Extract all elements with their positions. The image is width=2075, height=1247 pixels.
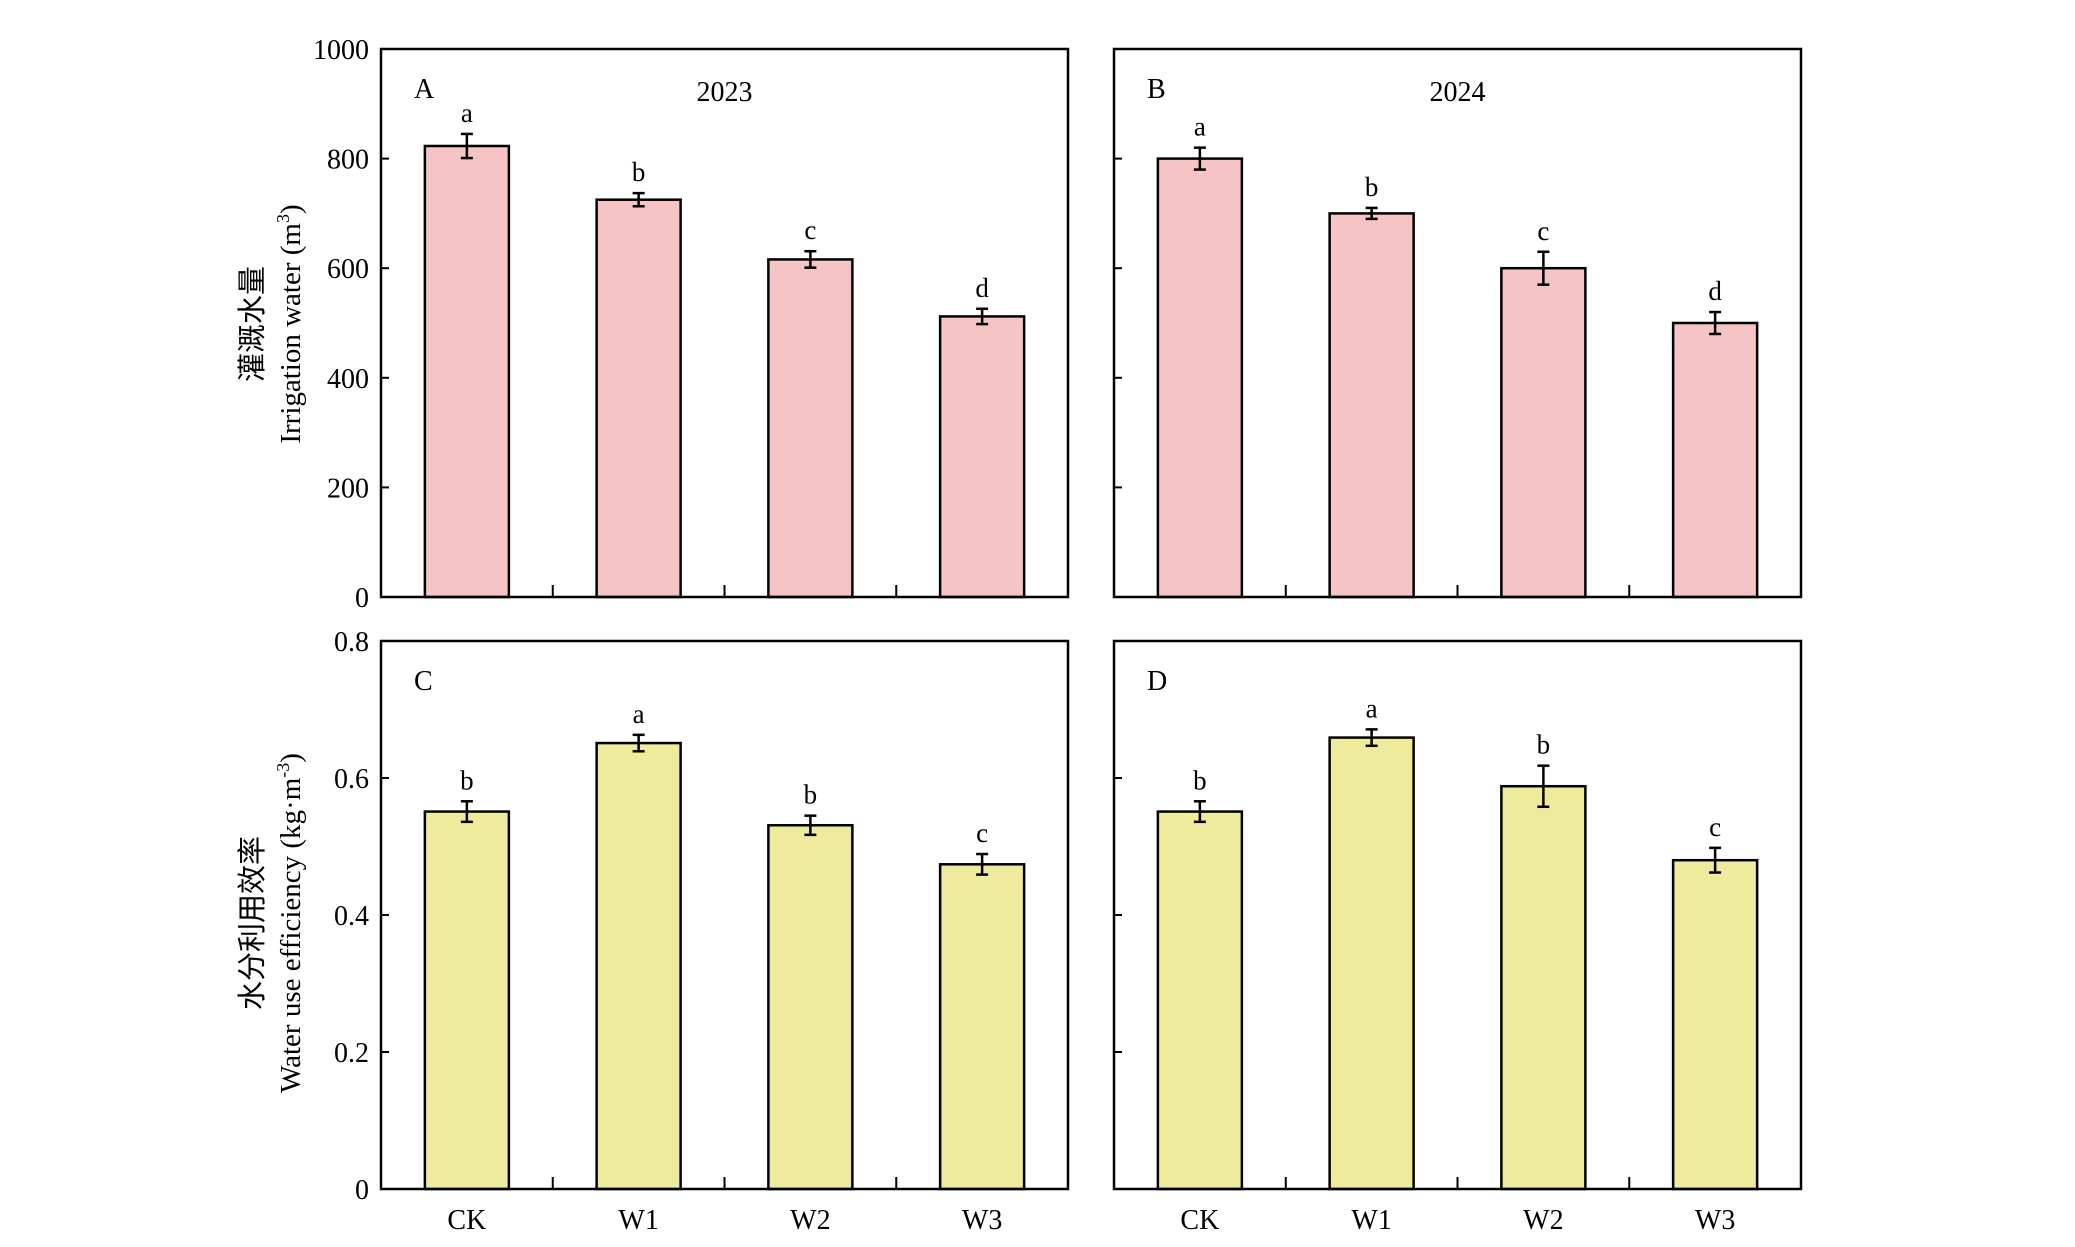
bar-W1 <box>1328 212 1415 599</box>
bar-W2 <box>767 824 854 1191</box>
x-tick-label: W3 <box>1695 1205 1735 1236</box>
x-tick-label: CK <box>1180 1205 1219 1236</box>
ylabel-bottom-en-text: Water use efficiency (kg·m <box>275 777 307 1093</box>
x-tick-label: W1 <box>618 1205 658 1236</box>
plot-frame <box>379 47 1070 599</box>
y-tick-label: 0 <box>355 1175 369 1206</box>
y-tick-label: 1000 <box>313 35 369 66</box>
ylabel-top-en: Irrigation water (m3) <box>273 204 307 443</box>
y-tick-label: 600 <box>327 254 369 285</box>
significance-letter: d <box>1708 276 1722 306</box>
significance-letter: a <box>1194 112 1206 142</box>
significance-letter: b <box>804 780 818 810</box>
significance-letter: a <box>633 699 645 729</box>
panel-B: a b c d B 2024 <box>1112 47 1803 599</box>
panel-letter: B <box>1147 74 1166 105</box>
bar-CK <box>423 144 511 599</box>
ylabel-top-cn: 灌溉水量 <box>235 266 269 382</box>
y-tick-label: 200 <box>327 473 369 504</box>
y-tick-label: 800 <box>327 145 369 176</box>
x-tick-label: CK <box>447 1205 486 1236</box>
plot-frame <box>1112 47 1803 599</box>
x-tick-label: W1 <box>1351 1205 1391 1236</box>
ylabel-top-en-end: ) <box>275 204 307 214</box>
plot-frame <box>1112 639 1803 1191</box>
x-tick-label: W3 <box>962 1205 1002 1236</box>
bar-W2 <box>767 258 854 599</box>
ylabel-bottom-en-sup: -3 <box>273 763 293 778</box>
bar-W2 <box>1500 784 1587 1191</box>
y-tick-label: 0.8 <box>334 627 369 658</box>
panel-title: 2024 <box>1430 77 1486 108</box>
y-tick-label: 400 <box>327 364 369 395</box>
bar-W3 <box>1671 858 1759 1191</box>
significance-letter: d <box>975 273 989 303</box>
bar-W3 <box>938 315 1026 599</box>
bar-W1 <box>595 198 682 599</box>
y-tick-label: 0 <box>355 583 369 614</box>
ylabel-top-en-sup: 3 <box>273 214 293 223</box>
significance-letter: b <box>632 157 646 187</box>
plot-frame <box>379 639 1070 1191</box>
panel-letter: C <box>414 666 433 697</box>
significance-letter: c <box>1537 216 1549 246</box>
bar-CK <box>1156 810 1244 1191</box>
bar-W3 <box>938 863 1026 1191</box>
ylabel-top-en-text: Irrigation water (m <box>275 223 307 444</box>
panel-D: b CK a W1 b W2 c W3 D <box>1112 639 1803 1236</box>
significance-letter: a <box>1366 693 1378 723</box>
bar-W1 <box>595 741 682 1191</box>
bar-W2 <box>1500 266 1587 599</box>
significance-letter: c <box>976 818 988 848</box>
panel-title: 2023 <box>697 77 753 108</box>
panel-letter: A <box>414 74 435 105</box>
significance-letter: c <box>804 215 816 245</box>
panel-A: 0 200 400 600 800 1000 a b c d A 2023 <box>313 35 1070 614</box>
bar-W3 <box>1671 321 1759 599</box>
significance-letter: b <box>1365 172 1379 202</box>
panel-letter: D <box>1147 666 1167 697</box>
ylabel-bottom-cn: 水分利用效率 <box>235 836 269 1010</box>
bar-W1 <box>1328 736 1415 1191</box>
x-tick-label: W2 <box>1523 1205 1563 1236</box>
y-tick-label: 0.2 <box>334 1038 369 1069</box>
significance-letter: b <box>460 765 474 795</box>
bar-CK <box>1156 157 1244 599</box>
bar-CK <box>423 810 511 1191</box>
significance-letter: b <box>1537 730 1551 760</box>
panel-C: 0 0.2 0.4 0.6 0.8 b CK a W1 b W2 c W3 C <box>334 627 1070 1236</box>
y-tick-label: 0.6 <box>334 764 369 795</box>
x-tick-label: W2 <box>790 1205 830 1236</box>
ylabel-bottom-en-end: ) <box>275 753 307 763</box>
significance-letter: a <box>461 98 473 128</box>
y-tick-label: 0.4 <box>334 901 369 932</box>
ylabel-bottom-en: Water use efficiency (kg·m-3) <box>273 753 307 1093</box>
significance-letter: c <box>1709 812 1721 842</box>
significance-letter: b <box>1193 765 1207 795</box>
